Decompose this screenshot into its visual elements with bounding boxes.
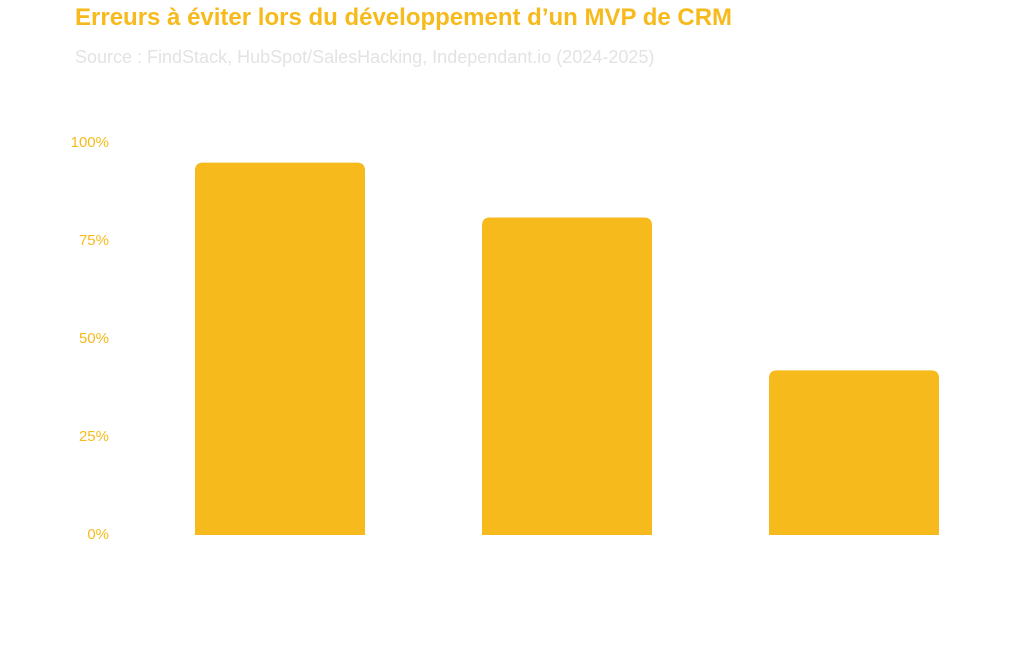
chart-subtitle: Source : FindStack, HubSpot/SalesHacking… xyxy=(75,47,655,67)
bar-3 xyxy=(769,370,939,535)
y-tick-label: 25% xyxy=(79,428,109,445)
y-tick-label: 100% xyxy=(71,134,109,151)
bars-group xyxy=(195,162,939,536)
y-axis: 100% 75% 50% 25% 0% xyxy=(71,134,109,543)
y-tick-label: 0% xyxy=(87,526,109,543)
chart-title: Erreurs à éviter lors du développement d… xyxy=(75,4,733,31)
bar-1 xyxy=(195,162,365,535)
bar-2 xyxy=(482,217,652,536)
y-tick-label: 50% xyxy=(79,330,109,347)
y-tick-label: 75% xyxy=(79,232,109,249)
